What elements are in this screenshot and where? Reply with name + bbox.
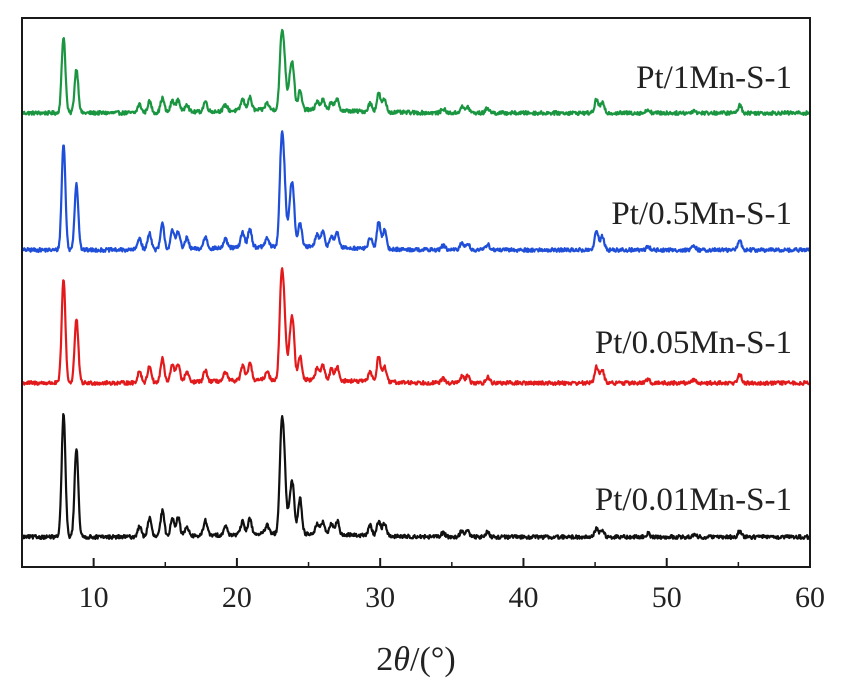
x-tick-label: 60 <box>795 581 825 614</box>
series-label-pt-0-01mn-s-1: Pt/0.01Mn-S-1 <box>595 482 792 518</box>
traces-group <box>20 28 812 541</box>
x-tick-label: 10 <box>79 581 109 614</box>
x-axis-title: 2θ/(°) <box>376 641 455 678</box>
x-axis-ticks: 10 20 30 40 50 60 <box>21 558 825 614</box>
series-line-pt-0-01mn-s-1 <box>20 413 812 541</box>
series-line-pt-1mn-s-1 <box>20 28 811 117</box>
x-axis-title-theta: θ <box>393 641 410 678</box>
series-label-pt-0-05mn-s-1: Pt/0.05Mn-S-1 <box>595 325 792 361</box>
series-label-pt-1mn-s-1: Pt/1Mn-S-1 <box>636 60 792 96</box>
series-label-pt-0-5mn-s-1: Pt/0.5Mn-S-1 <box>611 196 792 232</box>
x-tick-label: 50 <box>652 581 682 614</box>
plot-frame <box>21 17 811 568</box>
series-line-pt-0-05mn-s-1 <box>21 267 811 387</box>
series-labels: Pt/1Mn-S-1 Pt/0.5Mn-S-1 Pt/0.05Mn-S-1 Pt/0.… <box>595 60 792 518</box>
x-tick-label: 40 <box>508 581 538 614</box>
x-axis-title-unit: /(°) <box>410 641 456 678</box>
x-tick-label: 30 <box>365 581 395 614</box>
series-line-pt-0-5mn-s-1 <box>20 130 811 253</box>
x-axis-title-prefix: 2 <box>376 641 393 678</box>
x-tick-label: 20 <box>222 581 252 614</box>
